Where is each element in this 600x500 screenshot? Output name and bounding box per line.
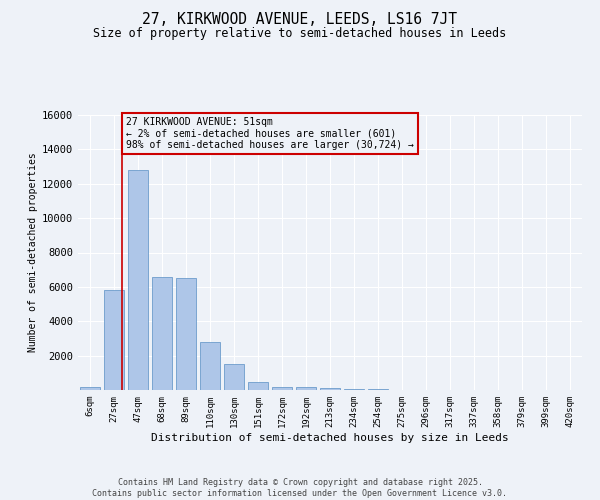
Bar bbox=[248, 382, 268, 390]
Bar bbox=[200, 342, 220, 390]
Bar bbox=[176, 278, 196, 390]
Bar bbox=[224, 364, 244, 390]
Bar bbox=[296, 388, 316, 390]
Y-axis label: Number of semi-detached properties: Number of semi-detached properties bbox=[28, 152, 38, 352]
Bar bbox=[128, 170, 148, 390]
Text: Size of property relative to semi-detached houses in Leeds: Size of property relative to semi-detach… bbox=[94, 28, 506, 40]
X-axis label: Distribution of semi-detached houses by size in Leeds: Distribution of semi-detached houses by … bbox=[151, 432, 509, 442]
Text: 27, KIRKWOOD AVENUE, LEEDS, LS16 7JT: 27, KIRKWOOD AVENUE, LEEDS, LS16 7JT bbox=[143, 12, 458, 28]
Bar bbox=[344, 389, 364, 390]
Bar bbox=[104, 290, 124, 390]
Bar bbox=[272, 386, 292, 390]
Text: 27 KIRKWOOD AVENUE: 51sqm
← 2% of semi-detached houses are smaller (601)
98% of : 27 KIRKWOOD AVENUE: 51sqm ← 2% of semi-d… bbox=[126, 116, 414, 150]
Bar bbox=[320, 388, 340, 390]
Bar bbox=[152, 276, 172, 390]
Bar bbox=[80, 388, 100, 390]
Text: Contains HM Land Registry data © Crown copyright and database right 2025.
Contai: Contains HM Land Registry data © Crown c… bbox=[92, 478, 508, 498]
